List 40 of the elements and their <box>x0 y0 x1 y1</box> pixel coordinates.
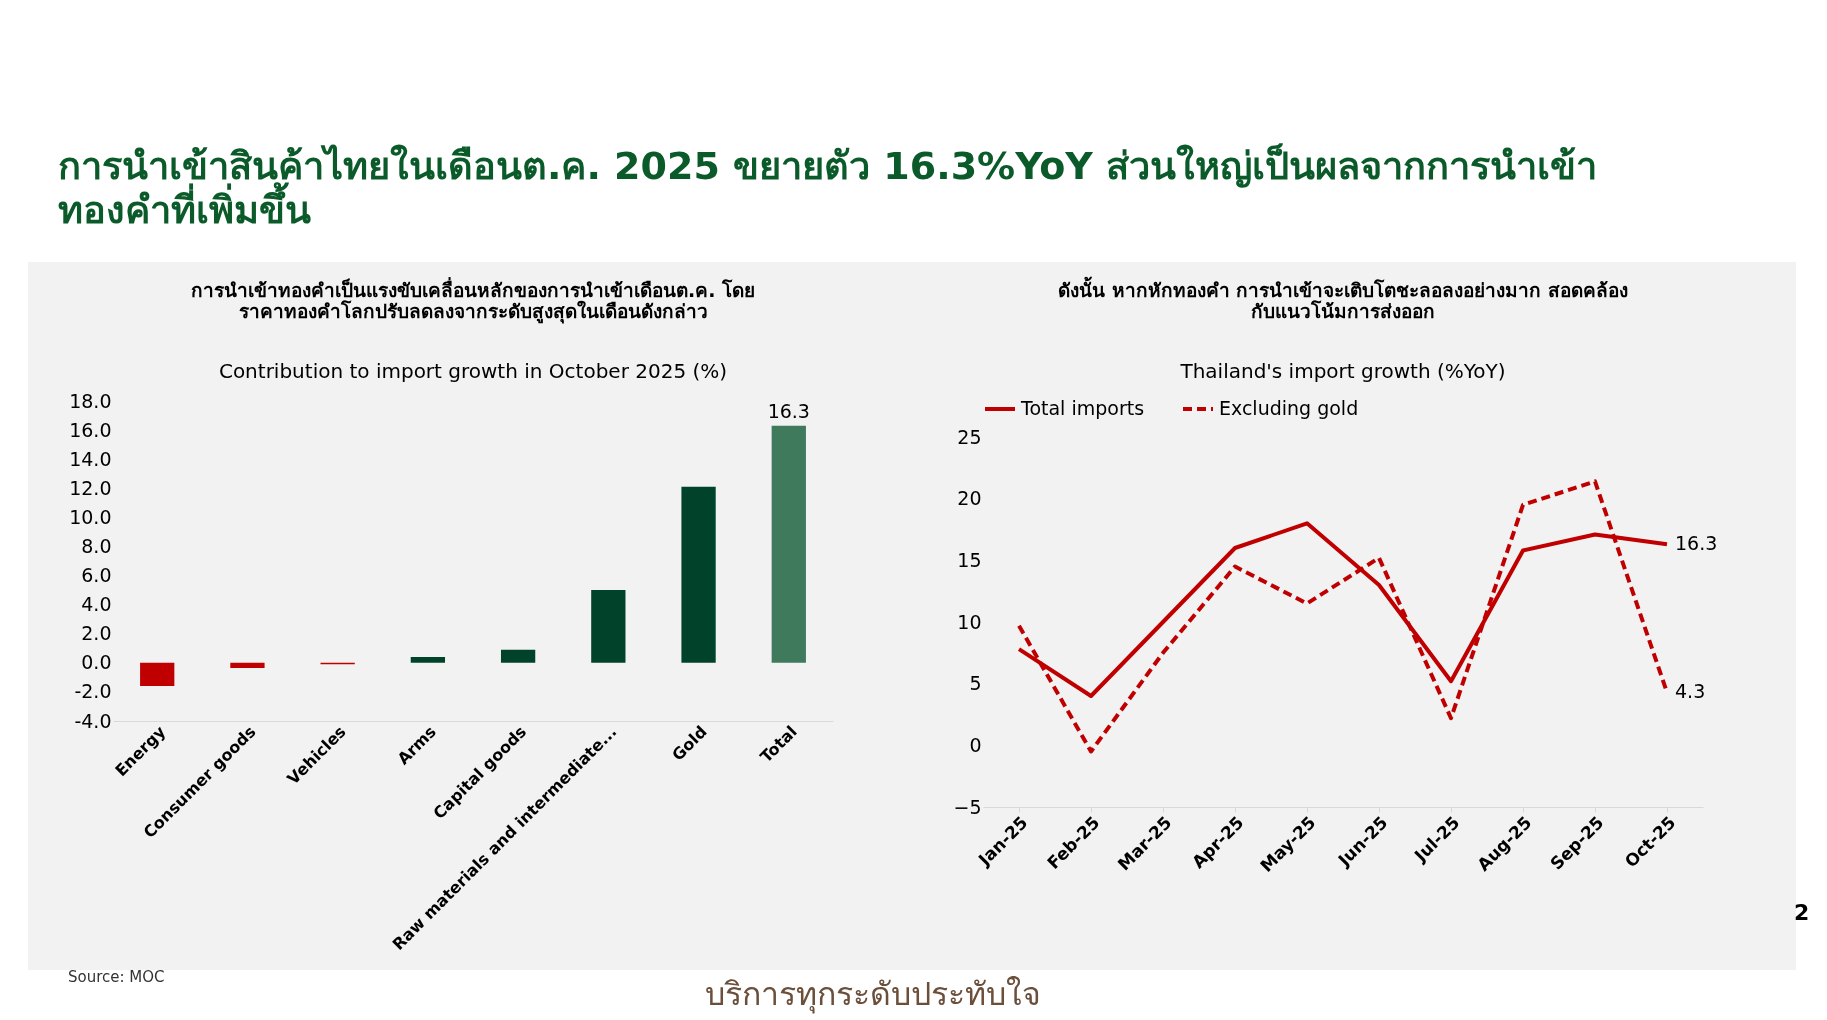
data-label: 16.3 <box>1675 532 1718 555</box>
bar <box>140 662 175 687</box>
y-tick-label: 18.0 <box>69 389 112 412</box>
y-tick-label: 6.0 <box>81 564 112 587</box>
y-tick-label: 10 <box>957 610 982 633</box>
bar <box>410 657 446 663</box>
bar <box>500 649 536 663</box>
y-tick-label: 12.0 <box>69 476 112 499</box>
bar <box>681 486 716 663</box>
chart-subtitle: Thailand's import growth (%YoY) <box>1179 359 1506 383</box>
data-label: 16.3 <box>767 399 810 422</box>
chart-title: การนำเข้าทองคำเป็นแรงขับเคลื่อนหลักของการนำเข้าเดือนต.ค. โดย ราคาทองคำโลกปรับลดลงจากระดับสูงสุดในเดือนดังกล่าว <box>190 277 756 324</box>
y-tick-label: 10.0 <box>69 505 112 528</box>
chart-subtitle: Contribution to import growth in October 2025 (%) <box>218 359 728 383</box>
y-tick-label: −5 <box>953 795 982 818</box>
bar <box>591 590 626 663</box>
legend-label: Total imports <box>1020 397 1145 419</box>
y-tick-label: 0.0 <box>81 651 112 674</box>
legend-label: Excluding gold <box>1219 397 1359 419</box>
y-tick-label: 16.0 <box>69 418 112 441</box>
y-tick-label: 2.0 <box>81 622 112 645</box>
y-tick-label: 5 <box>969 672 982 695</box>
bar <box>771 425 806 663</box>
data-label: 4.3 <box>1675 680 1706 703</box>
y-tick-label: 4.0 <box>81 593 112 616</box>
source-note: Source: MOC <box>68 968 165 986</box>
y-tick-label: 20 <box>957 487 982 510</box>
line-series <box>1017 479 1669 754</box>
text: บริการทุกระดับประทับใจ <box>705 974 1041 1016</box>
chart-title: ดังนั้น หากหักทองคำ การนำเข้าจะเติบโตชะลอลงอย่างมาก สอดคล้อง กับแนวโน้มการส่งออก <box>1058 276 1628 322</box>
y-tick-label: 15 <box>957 548 982 571</box>
y-tick-label: 14.0 <box>69 447 112 470</box>
y-tick-label: -2.0 <box>74 680 112 703</box>
y-tick-label: -4.0 <box>74 709 112 732</box>
y-tick-label: 25 <box>957 425 982 448</box>
y-tick-label: 0 <box>969 733 982 756</box>
bar <box>230 662 265 668</box>
text: 2 <box>1794 900 1810 925</box>
y-tick-label: 8.0 <box>81 534 112 557</box>
text: การนำเข้าสินค้าไทยในเดือนต.ค. 2025 ขยายตัว 16.3%YoY ส่วนใหญ่เป็นผลจากการนำเข้า ทองคำที่เพิ่มขึ้น <box>58 144 1598 233</box>
